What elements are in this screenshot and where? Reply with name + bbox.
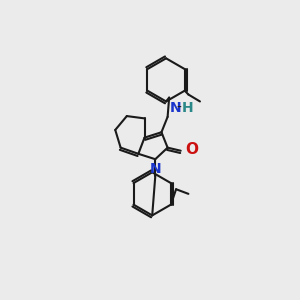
Text: N: N [150, 161, 162, 176]
Text: -: - [177, 101, 182, 115]
Text: N: N [170, 101, 182, 115]
Text: H: H [182, 101, 193, 115]
Text: O: O [185, 142, 198, 158]
